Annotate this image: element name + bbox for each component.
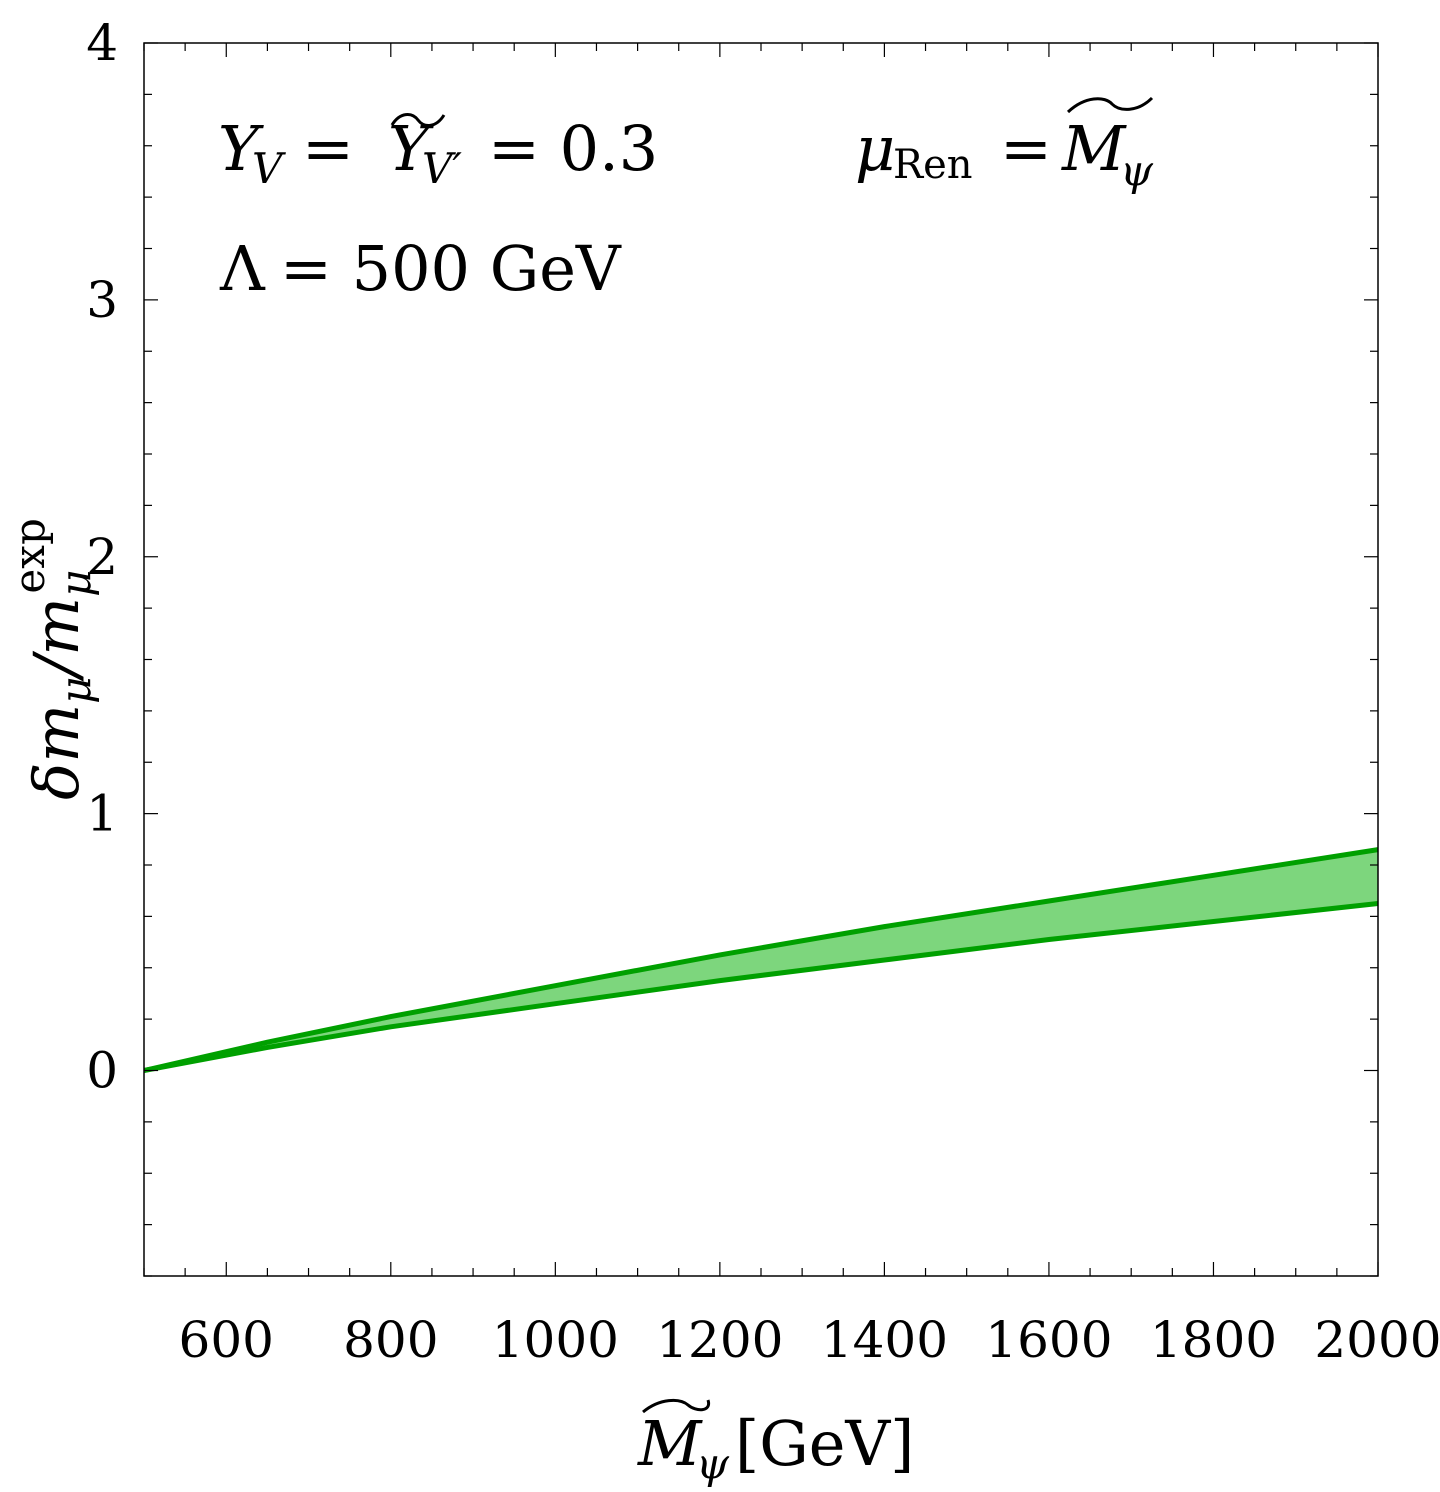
band-fill xyxy=(144,849,1378,1071)
annotation-renorm-sub: Ren xyxy=(893,142,973,188)
y-axis-label-text: δmμ/mμexp xyxy=(5,518,100,800)
x-tick-label: 1400 xyxy=(821,1311,948,1369)
x-tick-label: 1800 xyxy=(1150,1311,1277,1369)
annotation-coupling-y2: Y xyxy=(388,112,434,185)
annotation-coupling-tilde xyxy=(390,113,446,127)
y-axis-label-delta: δm xyxy=(20,704,93,800)
y-axis-label-sup: exp xyxy=(5,518,54,593)
annotation-renorm-eq: = xyxy=(1000,112,1052,185)
annotation-renorm-mu: μ xyxy=(855,112,895,185)
annotation-renorm-tilde xyxy=(1066,96,1154,114)
annotation-coupling-sub: V xyxy=(252,144,286,193)
annotation-coupling-eq: = xyxy=(302,112,354,185)
y-axis-label: δmμ/mμexp xyxy=(5,518,100,800)
y-tick-label: 0 xyxy=(86,1042,118,1100)
x-tick-label: 1000 xyxy=(492,1311,619,1369)
x-axis-label-unit: [GeV] xyxy=(735,1407,914,1480)
y-axis-label-slash: /m xyxy=(20,597,93,682)
y-tick-label: 4 xyxy=(86,14,118,72)
annotation-coupling-value: = 0.3 xyxy=(488,112,658,185)
annotation-renorm: μ Ren = M ψ xyxy=(855,96,1154,195)
annotation-renorm-msub: ψ xyxy=(1120,146,1154,195)
x-tick-label: 600 xyxy=(179,1311,274,1369)
annotation-lambda-value: = 500 GeV xyxy=(280,232,622,305)
annotation-lambda: Λ = 500 GeV xyxy=(219,232,622,305)
x-axis-label-tilde xyxy=(642,1398,711,1414)
plot-frame xyxy=(143,42,1379,1277)
y-axis-label-sub2: μ xyxy=(51,570,100,597)
band-layer xyxy=(143,847,1379,1073)
x-tick-label: 1600 xyxy=(985,1311,1112,1369)
annotation-coupling: Y V = Y V′ = 0.3 xyxy=(218,112,658,193)
band-upper-line xyxy=(143,847,1379,1073)
y-axis-label-sub1: μ xyxy=(51,677,100,704)
annotation-renorm-m: M xyxy=(1061,112,1127,185)
x-axis-label-subscript: ψ xyxy=(696,1439,730,1488)
y-tick-label: 2 xyxy=(86,528,118,586)
tick-labels: 600 800 1000 1200 1400 1600 1800 2000 0 1 2 3 4 xyxy=(86,14,1440,1369)
x-axis-label: M ψ [GeV] xyxy=(637,1398,914,1488)
x-tick-label: 2000 xyxy=(1314,1311,1440,1369)
x-tick-label: 1200 xyxy=(656,1311,783,1369)
y-tick-label: 3 xyxy=(86,271,118,329)
annotation-coupling-sub2: V′ xyxy=(422,144,462,193)
annotation-lambda-symbol: Λ xyxy=(219,232,266,305)
ticks-layer xyxy=(143,42,1379,1277)
x-axis-label-main: M xyxy=(637,1407,703,1480)
annotation-coupling-y: Y xyxy=(218,112,264,185)
band-lower-line xyxy=(143,901,1379,1073)
x-tick-label: 800 xyxy=(343,1311,438,1369)
y-tick-label: 1 xyxy=(86,785,118,843)
